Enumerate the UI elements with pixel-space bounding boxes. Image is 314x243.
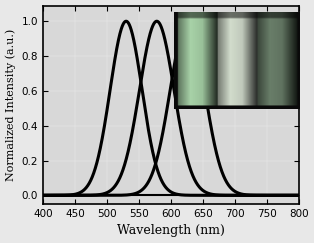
X-axis label: Wavelength (nm): Wavelength (nm) [117,225,225,237]
Y-axis label: Normalized Intensity (a.u.): Normalized Intensity (a.u.) [6,29,16,181]
